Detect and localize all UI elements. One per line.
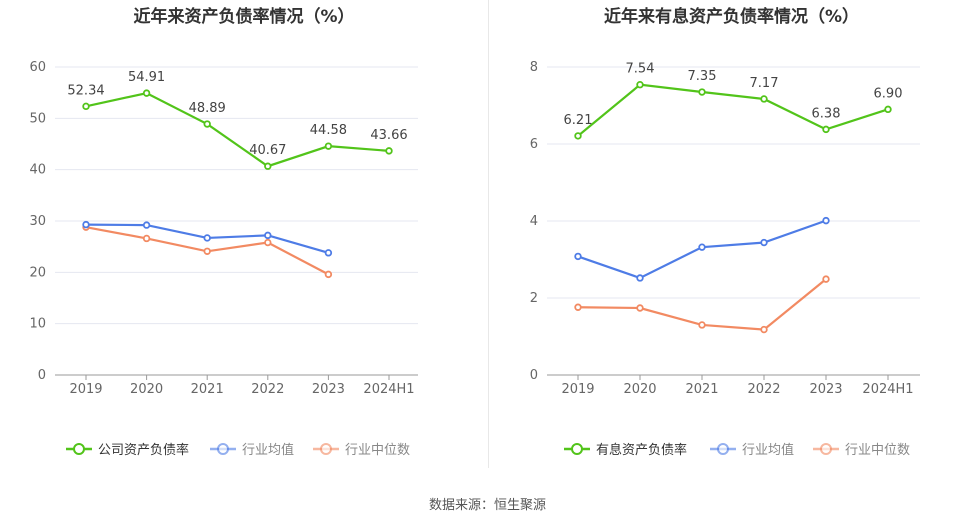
y-tick-label: 20 xyxy=(29,265,46,280)
x-tick-label: 2019 xyxy=(69,382,102,397)
panel-divider xyxy=(488,0,489,468)
x-tick-label: 2019 xyxy=(561,382,594,397)
data-label: 40.67 xyxy=(249,143,286,158)
x-tick-label: 2020 xyxy=(130,382,163,397)
y-tick-label: 6 xyxy=(530,137,538,152)
y-tick-label: 60 xyxy=(29,60,46,75)
data-point xyxy=(324,142,333,150)
data-point xyxy=(822,216,830,225)
y-tick-label: 4 xyxy=(530,214,538,229)
data-point xyxy=(203,120,211,128)
data-label: 43.66 xyxy=(370,128,407,143)
legend-marker xyxy=(571,443,583,455)
data-point xyxy=(636,274,644,282)
series-line xyxy=(577,83,889,137)
data-label: 6.90 xyxy=(874,86,903,101)
data-point xyxy=(884,105,892,114)
data-point xyxy=(574,303,582,311)
data-label: 44.58 xyxy=(310,123,347,138)
data-point xyxy=(264,231,272,240)
y-tick-label: 0 xyxy=(530,368,538,383)
legend-marker xyxy=(717,443,729,455)
x-tick-label: 2022 xyxy=(251,382,284,397)
y-tick-label: 40 xyxy=(29,163,46,178)
data-point xyxy=(574,252,582,261)
x-tick-label: 2024H1 xyxy=(363,382,414,397)
data-point xyxy=(203,234,211,242)
data-point xyxy=(385,147,393,155)
data-point xyxy=(264,238,272,247)
legend-label: 行业均值 xyxy=(242,442,294,458)
data-label: 54.91 xyxy=(128,70,165,85)
chart-title-interest-bearing: 近年来有息资产负债率情况（%） xyxy=(603,7,860,27)
data-point xyxy=(82,220,90,229)
y-tick-label: 2 xyxy=(530,291,538,306)
y-tick-label: 30 xyxy=(29,214,46,229)
x-tick-label: 2022 xyxy=(747,382,780,397)
data-label: 52.34 xyxy=(67,83,104,98)
data-point xyxy=(264,162,272,170)
data-point xyxy=(142,89,151,97)
data-point xyxy=(636,81,644,89)
legend-label: 行业中位数 xyxy=(845,443,910,458)
x-tick-label: 2020 xyxy=(623,382,656,397)
x-tick-label: 2023 xyxy=(312,382,345,397)
legend-marker xyxy=(73,443,85,455)
data-label: 6.21 xyxy=(564,113,593,128)
data-source-note: 数据来源：恒生聚源 xyxy=(428,498,546,513)
data-point xyxy=(142,234,151,243)
data-point xyxy=(142,221,151,229)
y-tick-label: 8 xyxy=(530,60,538,75)
data-point xyxy=(82,102,90,111)
legend-label: 行业均值 xyxy=(742,442,794,458)
data-point xyxy=(324,249,333,257)
legend-marker xyxy=(820,443,832,455)
data-label: 7.54 xyxy=(626,62,655,77)
legend-label: 公司资产负债率 xyxy=(98,442,189,458)
legend-marker xyxy=(320,443,332,455)
y-tick-label: 50 xyxy=(29,111,46,126)
x-tick-label: 2023 xyxy=(809,382,842,397)
data-label: 6.38 xyxy=(812,106,841,121)
data-point xyxy=(324,270,333,279)
legend-marker xyxy=(217,443,229,455)
data-point xyxy=(698,321,706,329)
data-label: 7.35 xyxy=(688,69,717,84)
data-point xyxy=(698,243,706,251)
legend-label: 有息资产负债率 xyxy=(596,442,687,458)
legend-label: 行业中位数 xyxy=(345,443,410,458)
data-point xyxy=(574,132,582,140)
data-point xyxy=(760,95,768,103)
data-point xyxy=(822,125,830,134)
y-tick-label: 10 xyxy=(29,317,46,332)
data-point xyxy=(760,325,768,334)
data-point xyxy=(760,238,768,247)
x-tick-label: 2024H1 xyxy=(862,382,913,397)
series-line xyxy=(85,91,390,168)
data-point xyxy=(698,88,706,96)
y-tick-label: 0 xyxy=(38,368,46,383)
data-point xyxy=(203,247,211,255)
x-tick-label: 2021 xyxy=(191,382,224,397)
data-point xyxy=(636,304,644,312)
data-point xyxy=(822,275,830,283)
x-tick-label: 2021 xyxy=(685,382,718,397)
data-label: 7.17 xyxy=(750,76,779,91)
data-label: 48.89 xyxy=(189,101,226,116)
chart-title-asset-liability: 近年来资产负债率情况（%） xyxy=(133,7,355,27)
